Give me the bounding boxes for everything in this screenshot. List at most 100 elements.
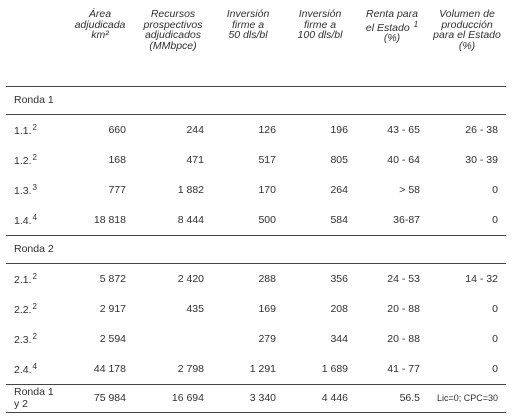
row-label-cell: 1.2.2 [6, 145, 66, 175]
table-body: Ronda 1 1.1.2 660 244 126 196 43 - 65 26 - 38 1.… [6, 86, 506, 412]
cell-volumen: 0 [492, 332, 498, 345]
section-row: Ronda 1 [6, 86, 506, 114]
cell-inv50: 279 [258, 332, 276, 345]
cell-volumen: 0 [492, 183, 498, 196]
table-row: 2.2.2 2 917 435 169 208 20 - 88 0 [6, 294, 506, 324]
cell-volumen: 30 - 39 [465, 153, 498, 166]
cell-area: 660 [108, 123, 126, 136]
row-note: 2 [32, 271, 37, 281]
row-label-cell: 2.1.2 [6, 263, 66, 294]
cell-recursos: 471 [186, 153, 204, 166]
row-label: 1.1. [14, 124, 32, 137]
data-table: Área adjudicada km² Recursos prospectivos ad… [6, 6, 506, 413]
header-area: Área adjudicada km² [74, 8, 126, 41]
cell-area: 168 [108, 153, 126, 166]
header-label-col [6, 6, 66, 86]
cell-volumen: 0 [492, 362, 498, 375]
total-volumen: Lic=0; CPC=30 [436, 393, 498, 403]
cell-area: 18 818 [93, 213, 126, 226]
cell-area: 2 917 [99, 302, 126, 315]
cell-inv50: 288 [258, 272, 276, 285]
section-title: Ronda 1 [14, 94, 54, 106]
cell-recursos: 2 420 [177, 272, 204, 285]
cell-recursos [134, 324, 212, 354]
cell-inv100: 344 [330, 332, 348, 345]
cell-recursos: 244 [186, 123, 204, 136]
cell-inv50: 1 291 [249, 362, 276, 375]
row-note: 3 [32, 182, 37, 192]
table-row: 1.2.2 168 471 517 805 40 - 64 30 - 39 [6, 145, 506, 175]
cell-volumen: 26 - 38 [465, 123, 498, 136]
cell-renta: 43 - 65 [387, 123, 420, 136]
cell-renta: 36-87 [393, 213, 420, 226]
section-row: Ronda 2 [6, 235, 506, 263]
row-note: 2 [32, 122, 37, 132]
total-label: Ronda 1 y 2 [14, 386, 54, 410]
cell-renta: 40 - 64 [387, 153, 420, 166]
row-note: 2 [32, 152, 37, 162]
cell-recursos: 8 444 [177, 213, 204, 226]
cell-area: 44 178 [93, 362, 126, 375]
cell-inv50: 517 [258, 153, 276, 166]
row-label-cell: 2.4.4 [6, 354, 66, 385]
total-inv50: 3 340 [249, 392, 276, 404]
cell-inv50: 169 [258, 302, 276, 315]
cell-inv100: 584 [330, 213, 348, 226]
total-inv100: 4 446 [321, 392, 348, 404]
header-recursos: Recursos prospectivos adjudicados (MMbpce) [143, 8, 203, 52]
cell-inv100: 805 [330, 153, 348, 166]
row-label: 2.2. [14, 303, 32, 316]
cell-volumen: 0 [492, 302, 498, 315]
table-row: 1.4.4 18 818 8 444 500 584 36-87 0 [6, 205, 506, 236]
row-label: 1.4. [14, 214, 32, 227]
row-note: 2 [32, 331, 37, 341]
cell-recursos: 1 882 [177, 183, 204, 196]
row-note: 2 [32, 301, 37, 311]
cell-area: 2 594 [99, 332, 126, 345]
row-label-cell: 2.3.2 [6, 324, 66, 354]
row-note: 4 [32, 361, 37, 371]
cell-inv100: 356 [330, 272, 348, 285]
cell-volumen: 14 - 32 [465, 272, 498, 285]
total-recursos: 16 694 [171, 392, 204, 404]
cell-renta: 24 - 53 [387, 272, 420, 285]
table-row: 2.1.2 5 872 2 420 288 356 24 - 53 14 - 32 [6, 263, 506, 294]
table-row: 1.3.3 777 1 882 170 264 > 58 0 [6, 175, 506, 205]
row-label: 1.2. [14, 154, 32, 167]
cell-renta: > 58 [399, 183, 420, 196]
header-inv50: Inversión firme a 50 dls/bl [226, 8, 270, 41]
cell-inv50: 170 [258, 183, 276, 196]
row-label-cell: 1.3.3 [6, 175, 66, 205]
row-label-cell: 2.2.2 [6, 294, 66, 324]
row-label: 2.3. [14, 333, 32, 346]
total-area: 75 984 [93, 392, 126, 404]
total-renta: 56.5 [399, 392, 420, 404]
cell-inv100: 264 [330, 183, 348, 196]
section-title: Ronda 2 [14, 243, 54, 255]
table-row: 2.4.4 44 178 2 798 1 291 1 689 41 - 77 0 [6, 354, 506, 385]
cell-renta: 20 - 88 [387, 302, 420, 315]
header-renta: Renta para el Estado 1 (%) [365, 8, 419, 44]
row-note: 4 [32, 212, 37, 222]
cell-recursos: 2 798 [177, 362, 204, 375]
cell-area: 777 [108, 183, 126, 196]
cell-volumen: 0 [492, 213, 498, 226]
cell-renta: 20 - 88 [387, 332, 420, 345]
table-row: 2.3.2 2 594 279 344 20 - 88 0 [6, 324, 506, 354]
cell-inv50: 500 [258, 213, 276, 226]
row-label: 1.3. [14, 184, 32, 197]
row-label-cell: 1.4.4 [6, 205, 66, 236]
cell-inv100: 208 [330, 302, 348, 315]
header-inv100: Inversión firme a 100 dls/bl [297, 8, 343, 41]
cell-inv100: 1 689 [321, 362, 348, 375]
total-row: Ronda 1 y 2 75 984 16 694 3 340 4 446 56.5 Lic… [6, 384, 506, 412]
cell-recursos: 435 [186, 302, 204, 315]
row-label-cell: 1.1.2 [6, 114, 66, 145]
cell-area: 5 872 [99, 272, 126, 285]
header-volumen: Volumen de producción para el Estado (%) [433, 8, 501, 52]
cell-inv50: 126 [258, 123, 276, 136]
header-row: Área adjudicada km² Recursos prospectivos ad… [6, 6, 506, 86]
cell-inv100: 196 [330, 123, 348, 136]
table-row: 1.1.2 660 244 126 196 43 - 65 26 - 38 [6, 114, 506, 145]
row-label: 2.1. [14, 273, 32, 286]
